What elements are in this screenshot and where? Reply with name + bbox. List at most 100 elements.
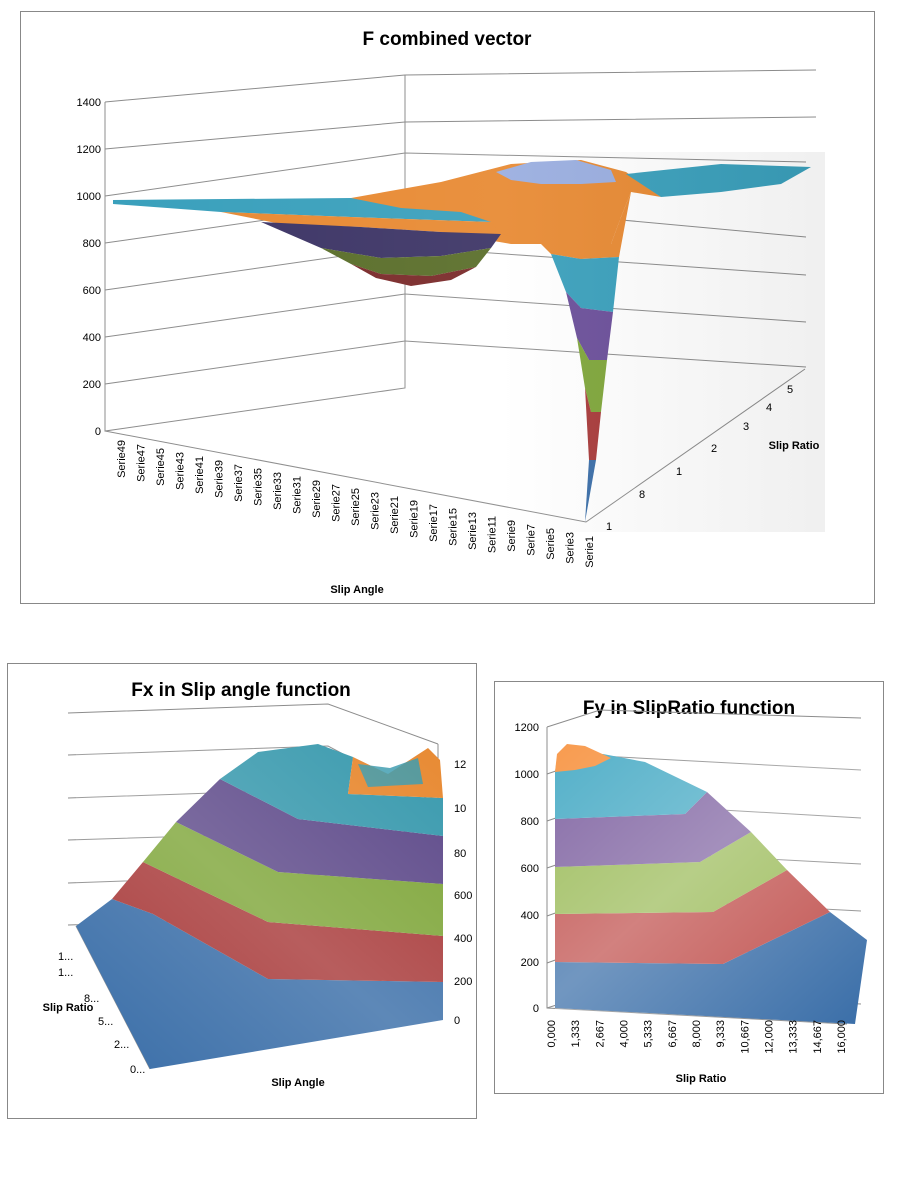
- chart1-y-tick: 1: [676, 466, 682, 478]
- chart3-x-tick: 5,333: [643, 1020, 655, 1048]
- chart1-z-tick: 600: [83, 285, 101, 297]
- chart2-z-tick: 12: [454, 759, 466, 771]
- chart2-xlabel: Slip Angle: [271, 1077, 324, 1089]
- chart1-shading: [105, 152, 825, 532]
- chart1-x-tick: Serie37: [233, 464, 245, 502]
- chart1-z-tick: 1400: [77, 97, 101, 109]
- chart2-z-tick: 0: [454, 1015, 460, 1027]
- chart2-y-tick: 5...: [98, 1016, 113, 1028]
- chart1-x-tick: Serie49: [116, 440, 128, 478]
- chart2-surface: [76, 744, 446, 1069]
- chart2-z-tick: 600: [454, 890, 472, 902]
- chart3-x-tick: 12,000: [764, 1020, 776, 1054]
- chart1-z-tick: 1200: [77, 144, 101, 156]
- chart3-x-tick: 0,000: [546, 1020, 558, 1048]
- chart1-x-tick: Serie31: [292, 476, 304, 514]
- chart1-x-tick: Serie29: [311, 480, 323, 518]
- chart1-y-tick: 5: [787, 384, 793, 396]
- chart3-x-tick: 2,667: [594, 1020, 606, 1048]
- chart1-y-ticks: 1 8 1 2 3 4 5: [606, 384, 793, 533]
- chart2-svg: Fx in Slip angle function: [43, 680, 473, 1089]
- chart1-x-ticks: Serie49 Serie47 Serie45 Serie43 Serie41 Serie…: [116, 440, 596, 568]
- chart3-z-tick: 400: [521, 910, 539, 922]
- chart-f-combined-vector: F combined vector: [20, 11, 875, 604]
- chart1-xlabel: Slip Angle: [330, 584, 383, 596]
- chart3-z-ticks: 0 200 400 600 800 1000 1200: [515, 722, 539, 1015]
- chart1-x-tick: Serie15: [448, 508, 460, 546]
- chart2-z-tick: 80: [454, 848, 466, 860]
- chart1-x-tick: Serie5: [545, 528, 557, 560]
- chart1-x-tick: Serie43: [175, 452, 187, 490]
- chart2-title: Fx in Slip angle function: [131, 680, 351, 701]
- chart3-x-ticks: 0,000 1,333 2,667 4,000 5,333 6,667 8,000 9,333…: [546, 1020, 848, 1054]
- chart2-y-ticks: 0... 2... 5... 8... 1... 1...: [58, 951, 145, 1076]
- chart1-z-tick: 0: [95, 426, 101, 438]
- chart1-title: F combined vector: [363, 29, 533, 50]
- chart1-x-tick: Serie17: [428, 504, 440, 542]
- chart1-x-tick: Serie19: [409, 500, 421, 538]
- chart1-x-tick: Serie25: [350, 488, 362, 526]
- chart2-y-tick: 1...: [58, 967, 73, 979]
- chart3-z-tick: 1000: [515, 769, 539, 781]
- chart1-z-tick: 400: [83, 332, 101, 344]
- chart2-y-tick: 0...: [130, 1064, 145, 1076]
- chart1-surface: [105, 152, 825, 532]
- chart2-z-tick: 200: [454, 976, 472, 988]
- chart1-x-tick: Serie7: [526, 524, 538, 556]
- chart1-x-tick: Serie45: [155, 448, 167, 486]
- chart1-x-tick: Serie41: [194, 456, 206, 494]
- chart2-z-ticks: 0 200 400 600 80 10 12: [454, 759, 472, 1027]
- chart1-y-tick: 8: [639, 489, 645, 501]
- chart3-x-tick: 4,000: [619, 1020, 631, 1048]
- chart2-y-tick: 8...: [84, 993, 99, 1005]
- chart1-z-tick: 200: [83, 379, 101, 391]
- chart1-y-tick: 2: [711, 443, 717, 455]
- chart1-x-tick: Serie35: [253, 468, 265, 506]
- chart1-x-tick: Serie21: [389, 496, 401, 534]
- chart1-ylabel: Slip Ratio: [769, 440, 820, 452]
- chart2-z-tick: 10: [454, 803, 466, 815]
- chart3-z-tick: 0: [533, 1003, 539, 1015]
- chart1-y-tick: 1: [606, 521, 612, 533]
- chart3-svg: Fy in SlipRatio function 0 200 400 600: [515, 698, 867, 1085]
- chart3-x-tick: 9,333: [715, 1020, 727, 1048]
- chart-fy-slip-ratio: Fy in SlipRatio function 0 200 400 600: [494, 681, 884, 1094]
- chart1-y-tick: 4: [766, 402, 772, 414]
- chart3-x-tick: 16,000: [836, 1020, 848, 1054]
- chart3-x-tick: 1,333: [570, 1020, 582, 1048]
- chart3-x-tick: 13,333: [788, 1020, 800, 1054]
- chart3-z-tick: 1200: [515, 722, 539, 734]
- chart1-x-tick: Serie9: [506, 520, 518, 552]
- chart3-title: Fy in SlipRatio function: [583, 698, 795, 719]
- chart3-z-tick: 200: [521, 957, 539, 969]
- chart3-surface: [555, 742, 867, 1024]
- chart2-y-tick: 2...: [114, 1039, 129, 1051]
- chart2-shading: [76, 744, 446, 1069]
- chart1-x-tick: Serie1: [584, 536, 596, 568]
- chart1-x-tick: Serie13: [467, 512, 479, 550]
- chart1-x-tick: Serie47: [136, 444, 148, 482]
- chart1-x-tick: Serie27: [331, 484, 343, 522]
- chart1-z-tick: 800: [83, 238, 101, 250]
- chart1-x-tick: Serie23: [370, 492, 382, 530]
- chart1-z-ticks: 0 200 400 600 800 1000 1200 1400: [77, 97, 101, 438]
- chart-fx-slip-angle: Fx in Slip angle function: [7, 663, 477, 1119]
- chart3-x-tick: 10,667: [739, 1020, 751, 1054]
- chart3-shading: [555, 742, 867, 1024]
- chart1-x-tick: Serie39: [214, 460, 226, 498]
- chart1-x-tick: Serie33: [272, 472, 284, 510]
- chart1-x-tick: Serie3: [565, 532, 577, 564]
- chart3-x-tick: 8,000: [691, 1020, 703, 1048]
- chart1-x-tick: Serie11: [487, 516, 499, 553]
- chart3-z-tick: 800: [521, 816, 539, 828]
- chart3-x-tick: 6,667: [667, 1020, 679, 1048]
- chart1-svg: F combined vector: [77, 29, 825, 596]
- chart2-y-tick: 1...: [58, 951, 73, 963]
- chart1-z-tick: 1000: [77, 191, 101, 203]
- chart3-xlabel: Slip Ratio: [676, 1073, 727, 1085]
- chart3-x-tick: 14,667: [812, 1020, 824, 1054]
- chart2-z-tick: 400: [454, 933, 472, 945]
- chart2-ylabel: Slip Ratio: [43, 1002, 94, 1014]
- chart3-z-tick: 600: [521, 863, 539, 875]
- chart1-y-tick: 3: [743, 421, 749, 433]
